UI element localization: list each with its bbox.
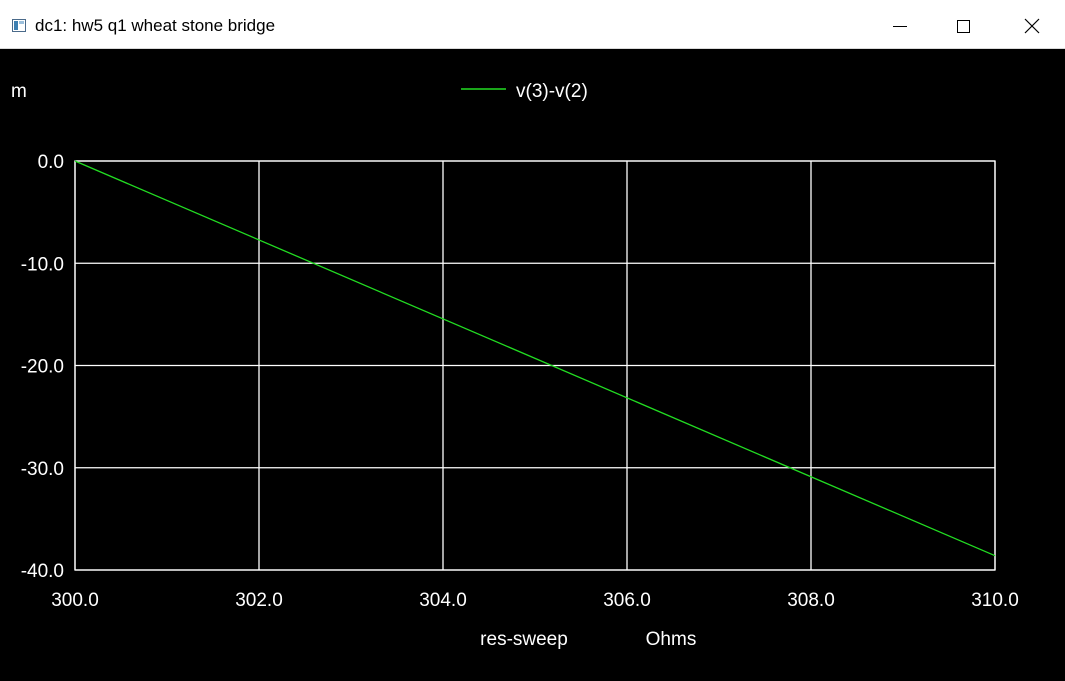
maximize-icon [956,19,970,33]
x-tick-label: 308.0 [787,590,835,611]
close-icon [1024,18,1040,34]
x-tick-label: 300.0 [51,590,99,611]
series-group [74,160,996,557]
window-title: dc1: hw5 q1 wheat stone bridge [35,16,276,35]
chart: m 0.0 -10.0 -20.0 -30.0 -40.0 300.0 302.0 304.… [11,81,1019,650]
top-strip [0,0,1065,6]
x-tick-label: 306.0 [603,590,651,611]
y-unit-prefix: m [11,81,27,102]
title-bar: dc1: hw5 q1 wheat stone bridge [0,6,1065,49]
app-icon [12,19,26,32]
x-tick-label: 302.0 [235,590,283,611]
x-axis-label: res-sweep [480,629,568,650]
y-tick-label: -20.0 [21,357,64,378]
x-tick-label: 310.0 [971,590,1019,611]
grid [74,160,996,571]
x-axis-unit: Ohms [646,629,697,650]
close-button[interactable] [1009,6,1055,46]
x-tick-label: 304.0 [419,590,467,611]
legend-label: v(3)-v(2) [516,81,588,102]
y-tick-label: -30.0 [21,459,64,480]
y-tick-label: 0.0 [38,152,64,173]
y-tick-label: -10.0 [21,254,64,275]
maximize-button[interactable] [940,6,986,46]
y-tick-label: -40.0 [21,561,64,582]
plot-area: m 0.0 -10.0 -20.0 -30.0 -40.0 300.0 302.0 304.… [0,49,1065,676]
minimize-button[interactable] [877,6,923,46]
y-tick-labels: 0.0 -10.0 -20.0 -30.0 -40.0 [21,152,64,582]
series-line [74,160,996,557]
x-tick-labels: 300.0 302.0 304.0 306.0 308.0 310.0 [51,590,1019,611]
minimize-icon [893,25,907,27]
